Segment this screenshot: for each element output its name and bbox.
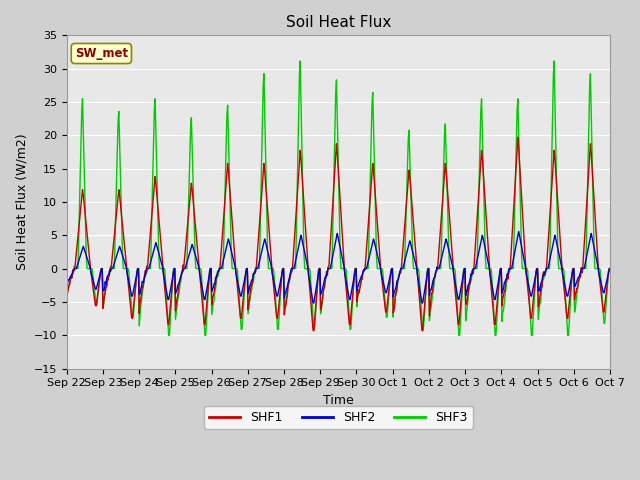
SHF1 bbox=[606, 266, 614, 272]
Legend: SHF1, SHF2, SHF3: SHF1, SHF2, SHF3 bbox=[204, 406, 472, 429]
X-axis label: Time: Time bbox=[323, 394, 354, 407]
SHF2 bbox=[184, 257, 191, 263]
SHF3 bbox=[63, 289, 70, 295]
SHF2 bbox=[72, 265, 80, 271]
SHF1 bbox=[184, 222, 191, 228]
SHF3 bbox=[184, 209, 192, 215]
Line: SHF3: SHF3 bbox=[67, 61, 610, 336]
Line: SHF2: SHF2 bbox=[67, 232, 610, 303]
SHF1 bbox=[72, 249, 80, 254]
SHF1 bbox=[421, 300, 429, 305]
SHF2 bbox=[310, 300, 317, 306]
SHF3 bbox=[165, 333, 173, 338]
SHF1 bbox=[129, 315, 136, 321]
SHF3 bbox=[406, 153, 413, 159]
SHF1 bbox=[212, 273, 220, 279]
SHF2 bbox=[606, 266, 614, 272]
SHF3 bbox=[606, 266, 614, 272]
SHF2 bbox=[212, 275, 220, 281]
SHF1 bbox=[514, 134, 522, 140]
SHF1 bbox=[405, 167, 413, 173]
SHF2 bbox=[515, 229, 522, 235]
Text: SW_met: SW_met bbox=[75, 47, 128, 60]
SHF3 bbox=[129, 314, 136, 320]
SHF1 bbox=[310, 328, 317, 334]
SHF2 bbox=[129, 293, 136, 299]
Y-axis label: Soil Heat Flux (W/m2): Soil Heat Flux (W/m2) bbox=[15, 133, 28, 270]
SHF2 bbox=[63, 283, 70, 288]
SHF3 bbox=[72, 266, 80, 272]
SHF3 bbox=[296, 58, 304, 64]
Line: SHF1: SHF1 bbox=[67, 137, 610, 331]
SHF2 bbox=[405, 241, 413, 247]
SHF3 bbox=[422, 291, 429, 297]
Title: Soil Heat Flux: Soil Heat Flux bbox=[285, 15, 391, 30]
SHF2 bbox=[421, 286, 429, 292]
SHF3 bbox=[213, 275, 221, 280]
SHF1 bbox=[63, 290, 70, 296]
